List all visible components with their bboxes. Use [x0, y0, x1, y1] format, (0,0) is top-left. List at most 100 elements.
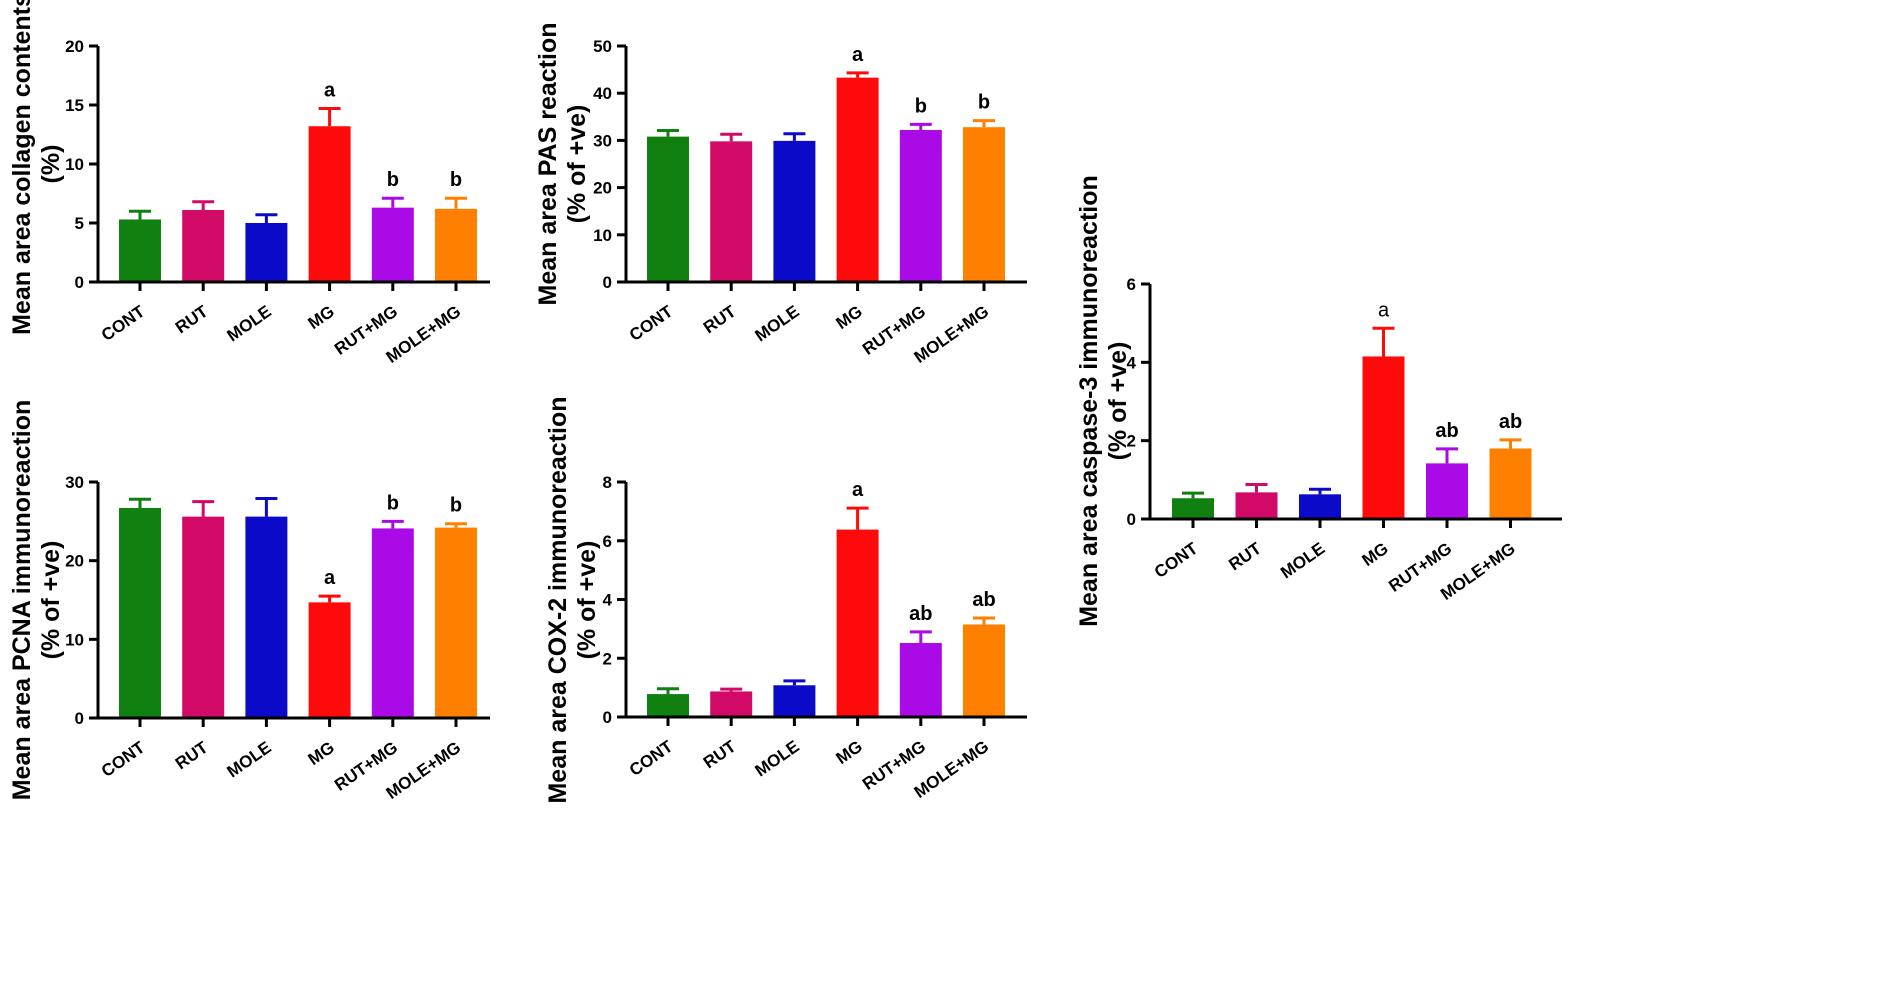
significance-label: a	[852, 479, 864, 501]
category-label: RUT	[1225, 538, 1265, 574]
y-tick-label: 0	[75, 709, 84, 728]
significance-label: b	[978, 92, 990, 114]
category-label: MOLE	[1277, 539, 1328, 583]
chart-caspase3: CONT RUT MOLEaMGabRUT+MGabMOLE+MG0246Mean …	[1075, 175, 1562, 627]
y-tick-label: 10	[65, 155, 84, 174]
category-label: MG	[305, 302, 338, 333]
category-label: RUT	[700, 736, 740, 772]
y-tick-label: 30	[593, 131, 612, 150]
category-label: MOLE	[752, 737, 803, 781]
bar-cont	[647, 694, 689, 717]
bar-mole-mg	[435, 208, 477, 282]
category-label: CONT	[626, 301, 677, 345]
y-tick-label: 0	[75, 273, 84, 292]
y-tick-label: 40	[593, 84, 612, 103]
bar-rut-mg	[899, 130, 942, 282]
significance-label: b	[387, 169, 399, 191]
bar-rut-mg	[371, 207, 414, 282]
bar-cont	[1172, 498, 1214, 519]
y-tick-label: 4	[603, 591, 613, 610]
y-axis-label: (%)	[37, 145, 65, 184]
y-tick-label: 20	[65, 552, 84, 571]
y-axis-label: Mean area PCNA immunoreaction	[8, 400, 36, 801]
y-tick-label: 20	[593, 179, 612, 198]
bar-mg	[836, 77, 879, 283]
bar-rut-mg	[371, 528, 414, 718]
category-label: MG	[833, 737, 866, 768]
y-axis-label: Mean area caspase-3 immunoreaction	[1075, 175, 1103, 627]
bar-mole	[245, 516, 288, 718]
y-tick-label: 0	[1127, 510, 1136, 529]
bar-rut-mg	[1426, 463, 1468, 519]
y-tick-label: 5	[75, 214, 84, 233]
bar-mg	[308, 126, 351, 283]
category-label: MG	[305, 738, 338, 769]
y-axis-label: Mean area COX-2 immunoreaction	[544, 396, 572, 803]
bar-cont	[647, 136, 689, 282]
significance-label: a	[324, 567, 336, 589]
category-label: CONT	[98, 737, 149, 781]
bar-mole	[773, 140, 816, 282]
y-tick-label: 30	[65, 473, 84, 492]
y-tick-label: 20	[65, 37, 84, 56]
category-label: MOLE	[224, 738, 275, 782]
bar-cont	[119, 219, 161, 282]
significance-label: ab	[909, 603, 932, 625]
category-label: RUT	[172, 737, 212, 773]
chart-cox2: CONT RUT MOLEaMGabRUT+MGabMOLE+MG02468Mean…	[544, 396, 1027, 804]
significance-label: a	[1378, 299, 1390, 321]
significance-label: ab	[1499, 411, 1522, 433]
bar-mole	[773, 685, 816, 717]
bar-cont	[119, 507, 161, 718]
y-tick-label: 10	[65, 630, 84, 649]
category-label: MG	[1358, 539, 1391, 570]
category-label: RUT	[172, 301, 212, 337]
significance-label: b	[450, 169, 462, 191]
y-axis-label: (% of +ve)	[1104, 342, 1132, 461]
y-axis-label: Mean area PAS reaction	[534, 23, 562, 306]
bar-rut-mg	[899, 642, 942, 717]
y-tick-label: 4	[1127, 353, 1137, 372]
y-tick-label: 15	[65, 96, 84, 115]
y-axis-label: (% of +ve)	[37, 541, 65, 660]
bar-mole-mg	[963, 127, 1005, 283]
y-axis-label: Mean area collagen contents	[8, 0, 36, 335]
bar-mg	[836, 529, 879, 717]
y-tick-label: 50	[593, 37, 612, 56]
y-axis-label: (% of +ve)	[573, 541, 601, 660]
y-tick-label: 0	[603, 708, 612, 727]
y-tick-label: 10	[593, 226, 612, 245]
category-label: MG	[833, 302, 866, 333]
bar-mole	[245, 223, 288, 282]
bar-mg	[1362, 356, 1405, 519]
y-tick-label: 8	[603, 473, 612, 492]
category-label: CONT	[1151, 538, 1202, 582]
bar-rut	[710, 141, 753, 282]
y-tick-label: 6	[1127, 275, 1136, 294]
bar-rut	[182, 210, 225, 282]
bar-rut	[710, 691, 753, 717]
y-axis-label: (% of +ve)	[563, 105, 591, 224]
significance-label: ab	[1435, 420, 1458, 442]
y-tick-label: 6	[603, 532, 612, 551]
bar-mole-mg	[435, 527, 477, 718]
significance-label: a	[852, 44, 864, 66]
bar-mg	[308, 602, 351, 718]
category-label: MOLE	[752, 302, 803, 346]
significance-label: a	[324, 80, 336, 102]
significance-label: b	[450, 495, 462, 517]
bar-rut	[1235, 492, 1278, 519]
significance-label: b	[915, 95, 927, 117]
y-tick-label: 2	[603, 649, 612, 668]
significance-label: b	[387, 492, 399, 514]
bar-mole	[1299, 494, 1341, 519]
chart-pas: CONT RUT MOLEaMGbRUT+MGbMOLE+MG01020304050…	[534, 23, 1027, 367]
y-tick-label: 0	[603, 273, 612, 292]
category-label: RUT	[700, 301, 740, 337]
category-label: CONT	[626, 736, 677, 780]
chart-collagen: CONT RUT MOLEaMGbRUT+MGbMOLE+MG05101520Mea…	[8, 0, 490, 367]
chart-pcna: CONT RUT MOLEaMGbRUT+MGbMOLE+MG0102030Mean…	[8, 400, 490, 803]
bar-rut	[182, 516, 225, 718]
category-label: CONT	[98, 301, 149, 345]
